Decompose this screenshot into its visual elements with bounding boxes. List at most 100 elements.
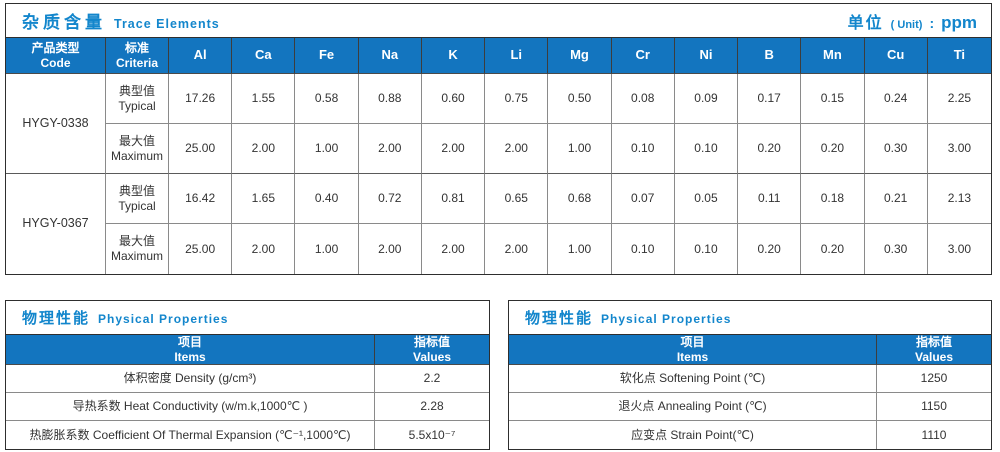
trace-value-cell: 0.17 (738, 74, 802, 124)
phys-value-cell: 1110 (921, 427, 947, 442)
trace-value-cell: 0.40 (295, 174, 359, 224)
trace-value-cell: 0.75 (485, 74, 549, 124)
trace-value-cell: 0.20 (801, 224, 865, 274)
phys-left-title: 物理性能 Physical Properties (22, 307, 228, 328)
phys-right-title-row: 物理性能 Physical Properties (509, 301, 991, 335)
trace-value-cell: 0.30 (865, 224, 928, 274)
phys-item-cell: 导热系数 Heat Conductivity (w/m.k,1000℃ ) (6, 393, 375, 421)
criteria-maximum-cell: 最大值 Maximum (106, 124, 169, 174)
phys-right-table: 项目 Items 指标值 Values 软化点 Softening Point … (509, 335, 991, 449)
trace-value-cell: 0.10 (612, 224, 675, 274)
col-header-product-en: Code (40, 55, 71, 70)
trace-value-cell: 0.72 (358, 174, 422, 224)
col-header-values-en: Values (412, 349, 452, 364)
col-header-element-ca: Ca (232, 38, 296, 74)
trace-value-cell: 0.24 (864, 74, 928, 124)
col-header-element-ni: Ni (674, 38, 739, 74)
trace-value-cell: 0.20 (801, 124, 865, 174)
phys-value-cell: 5.5x10⁻⁷ (408, 427, 456, 442)
trace-value-cell: 25.00 (169, 124, 233, 174)
phys-item-cell: 体积密度 Density (g/cm³) (6, 365, 375, 393)
col-header-criteria-zh: 标准 (124, 40, 149, 55)
col-header-criteria-en: Criteria (115, 55, 159, 70)
trace-value-cell: 1.00 (548, 224, 612, 274)
trace-value-cell: 25.00 (169, 224, 233, 274)
trace-value-cell: 0.10 (675, 224, 739, 274)
unit-colon: : (929, 14, 935, 31)
trace-value-cell: 1.00 (295, 124, 359, 174)
trace-value-cell: 2.13 (927, 174, 991, 224)
criteria-typical-en: Typical (118, 98, 156, 113)
physical-properties-right-card: 物理性能 Physical Properties 项目 Items 指标值 Va… (508, 300, 992, 450)
phys-value-cell: 2.28 (375, 393, 489, 421)
phys-value-cell: 1150 (877, 393, 991, 421)
trace-value-cell: 0.10 (611, 124, 675, 174)
trace-value-cell: 0.18 (801, 174, 865, 224)
col-header-element-b: B (738, 38, 802, 74)
trace-value-cell: 0.07 (611, 174, 675, 224)
col-header-values: 指标值 Values (877, 335, 991, 365)
trace-value-cell: 2.00 (232, 224, 296, 274)
trace-value-cell: 2.00 (421, 124, 486, 174)
phys-item-cell: 热膨胀系数 Coefficient Of Thermal Expansion (… (6, 421, 375, 449)
trace-value-cell: 0.88 (358, 74, 422, 124)
col-header-element-na: Na (358, 38, 422, 74)
col-header-element-cu: Cu (864, 38, 928, 74)
col-header-element-cr: Cr (611, 38, 675, 74)
criteria-typical-cell: 典型值 Typical (106, 74, 169, 124)
phys-left-title-en: Physical Properties (98, 312, 229, 326)
trace-value-cell: 3.00 (947, 241, 972, 256)
trace-value-cell: 2.00 (422, 224, 486, 274)
trace-value-cell: 0.60 (421, 74, 486, 124)
col-header-values-zh: 指标值 (413, 334, 450, 349)
trace-value-cell: 2.00 (358, 124, 422, 174)
trace-elements-card: 杂质含量 Trace Elements 单位 ( Unit) : ppm 产品类… (5, 3, 992, 275)
col-header-element-al: Al (169, 38, 233, 74)
trace-value-cell: 0.50 (548, 74, 612, 124)
criteria-typical-zh: 典型值 (118, 183, 155, 198)
col-header-values-zh: 指标值 (915, 334, 952, 349)
col-header-product-zh: 产品类型 (31, 40, 80, 55)
trace-title-en: Trace Elements (114, 17, 220, 31)
phys-item-cell: 软化点 Softening Point (℃) (509, 365, 877, 393)
col-header-element-mn: Mn (801, 38, 865, 74)
product-code-cell: HYGY-0338 (6, 74, 106, 174)
trace-title: 杂质含量 Trace Elements (22, 8, 220, 33)
col-header-product: 产品类型 Code (6, 38, 106, 74)
phys-left-table: 项目 Items 指标值 Values 体积密度 Density (g/cm³)… (6, 335, 489, 449)
product-code-cell: HYGY-0367 (6, 174, 106, 274)
physical-properties-left-card: 物理性能 Physical Properties 项目 Items 指标值 Va… (5, 300, 490, 450)
trace-value-cell: 0.15 (801, 74, 865, 124)
col-header-items: 项目 Items (6, 335, 375, 365)
col-header-items: 项目 Items (509, 335, 877, 365)
criteria-maximum-zh: 最大值 (118, 133, 155, 148)
trace-table: 产品类型 Code 标准 Criteria Al Ca Fe Na K Li M… (6, 38, 991, 274)
phys-left-title-zh: 物理性能 (22, 310, 91, 327)
phys-left-title-row: 物理性能 Physical Properties (6, 301, 489, 335)
trace-value-cell: 2.00 (359, 224, 422, 274)
trace-title-row: 杂质含量 Trace Elements 单位 ( Unit) : ppm (6, 4, 991, 38)
unit-value: ppm (941, 12, 977, 32)
trace-value-cell: 1.55 (232, 74, 296, 124)
col-header-element-k: K (421, 38, 486, 74)
trace-value-cell: 16.42 (169, 174, 233, 224)
trace-value-cell: 0.68 (548, 174, 612, 224)
col-header-items-en: Items (174, 349, 206, 364)
trace-value-cell: 2.00 (485, 124, 549, 174)
unit-paren: ( Unit) (890, 18, 923, 31)
col-header-element-mg: Mg (548, 38, 612, 74)
phys-right-title-zh: 物理性能 (525, 310, 594, 327)
trace-value-cell: 2.00 (232, 124, 296, 174)
col-header-items-zh: 项目 (680, 334, 705, 349)
trace-value-cell: 2.00 (485, 224, 549, 274)
criteria-maximum-en: Maximum (110, 148, 163, 163)
trace-value-cell: 1.00 (295, 224, 359, 274)
phys-value-cell: 2.2 (375, 365, 489, 393)
trace-value-cell: 17.26 (169, 74, 233, 124)
trace-value-cell: 0.65 (485, 174, 549, 224)
trace-value-cell: 0.58 (295, 74, 359, 124)
criteria-typical-zh: 典型值 (118, 83, 155, 98)
trace-value-cell: 0.20 (738, 224, 802, 274)
trace-title-zh: 杂质含量 (22, 13, 106, 32)
trace-value-cell: 2.25 (927, 74, 991, 124)
